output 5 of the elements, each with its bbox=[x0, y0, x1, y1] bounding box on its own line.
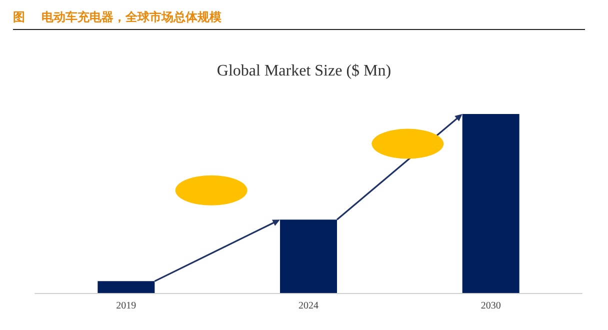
x-tick-label: 2024 bbox=[298, 300, 318, 312]
x-tick-label: 2019 bbox=[116, 300, 136, 312]
x-tick-label: 2030 bbox=[480, 300, 501, 312]
chart-title: 图 电动车充电器，全球市场总体规模 bbox=[13, 9, 222, 26]
chart-subtitle: Global Market Size ($ Mn) bbox=[216, 62, 392, 80]
